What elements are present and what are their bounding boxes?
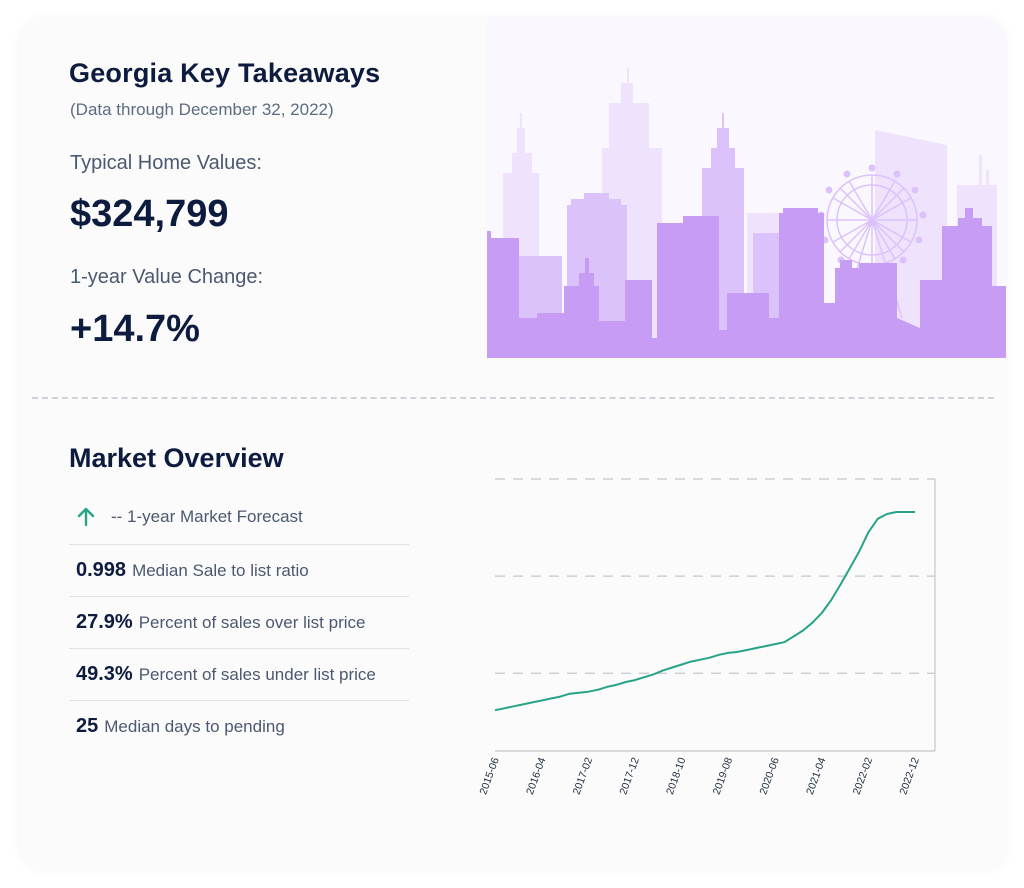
x-tick-label: 2017-12 <box>617 756 642 796</box>
x-tick-label: 2016-04 <box>524 756 549 796</box>
data-date-note: (Data through December 32, 2022) <box>70 100 334 119</box>
value-change-amount: +14.7% <box>70 308 200 350</box>
stat-row-over-list: 27.9% Percent of sales over list price <box>69 596 409 648</box>
stat-label: Median days to pending <box>104 716 285 736</box>
home-value-line-chart: 2015-06 2016-04 2017-02 2017-12 2018-10 2019-… <box>477 478 936 796</box>
stat-value: 25 <box>76 715 99 737</box>
stat-label: Median Sale to list ratio <box>132 560 309 580</box>
forecast-text: -- 1-year Market Forecast <box>111 507 303 526</box>
stat-value: 27.9% <box>76 611 133 633</box>
series-line <box>494 511 915 712</box>
stat-value: 49.3% <box>76 663 133 685</box>
stats-list: 0.998 Median Sale to list ratio 27.9% Pe… <box>69 544 409 752</box>
x-tick-label: 2022-02 <box>851 756 876 796</box>
x-tick-label: 2017-02 <box>571 756 596 796</box>
x-tick-label: 2019-08 <box>711 756 736 796</box>
stat-row-days-pending: 25 Median days to pending <box>69 700 409 752</box>
x-tick-label: 2022-12 <box>897 756 922 796</box>
page-title: Georgia Key Takeaways <box>69 58 381 88</box>
market-overview-title: Market Overview <box>69 443 284 473</box>
stat-label: Percent of sales under list price <box>138 664 376 684</box>
stat-value: 0.998 <box>76 559 127 581</box>
x-tick-label: 2021-04 <box>804 756 829 796</box>
city-skyline-illustration <box>487 18 1006 358</box>
home-values-amount: $324,799 <box>70 193 229 235</box>
takeaways-card: Georgia Key Takeaways (Data through Dece… <box>20 18 1006 870</box>
x-tick-label: 2020-06 <box>757 756 782 796</box>
home-values-label: Typical Home Values: <box>70 152 262 174</box>
x-tick-label: 2015-06 <box>477 756 502 796</box>
stat-label: Percent of sales over list price <box>138 612 366 632</box>
section-divider <box>32 397 994 399</box>
skyline-front-layer <box>487 208 1006 358</box>
x-tick-label: 2018-10 <box>664 756 689 796</box>
forecast-row: -- 1-year Market Forecast <box>75 506 303 528</box>
value-change-label: 1-year Value Change: <box>70 266 264 288</box>
arrow-up-icon <box>77 507 95 527</box>
stat-row-sale-to-list: 0.998 Median Sale to list ratio <box>69 544 409 596</box>
stat-row-under-list: 49.3% Percent of sales under list price <box>69 648 409 700</box>
